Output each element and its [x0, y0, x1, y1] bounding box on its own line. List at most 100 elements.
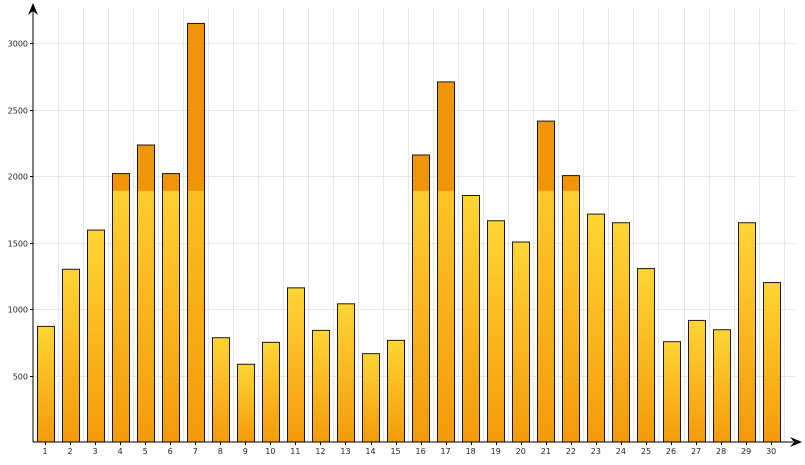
- bar-7: [187, 22, 205, 443]
- x-tick-label: 14: [365, 447, 375, 456]
- x-tick-label: 26: [666, 447, 676, 456]
- x-tick-label: 17: [441, 447, 451, 456]
- bar-3: [87, 229, 105, 443]
- bar-fill: [612, 222, 630, 442]
- x-tick-label: 19: [491, 447, 501, 456]
- bar-6: [162, 173, 180, 443]
- bar-fill: [663, 341, 681, 442]
- bar-fill: [512, 242, 530, 442]
- bar-overflow-segment: [187, 23, 205, 191]
- bar-fill: [62, 269, 80, 442]
- x-tick-label: 27: [691, 447, 701, 456]
- bar-overflow-segment: [412, 154, 430, 191]
- bar-overflow-segment: [112, 173, 130, 191]
- bar-fill: [412, 154, 430, 442]
- bar-21: [537, 120, 555, 443]
- bar-2: [62, 268, 80, 443]
- y-tick-label: 1000: [8, 306, 28, 315]
- y-tick-label: 2000: [8, 173, 28, 182]
- bar-16: [412, 154, 430, 443]
- y-tick-label: 2500: [8, 107, 28, 116]
- grid-lines: [30, 8, 795, 445]
- bar-23: [587, 213, 605, 443]
- x-tick-label: 12: [315, 447, 325, 456]
- x-tick-label: 13: [340, 447, 350, 456]
- bar-fill: [738, 222, 756, 442]
- bar-29: [738, 222, 756, 443]
- bar-fill: [262, 342, 280, 442]
- x-tick-label: 6: [168, 447, 173, 456]
- bar-24: [612, 222, 630, 443]
- bar-1: [37, 325, 55, 443]
- x-tick-label: 8: [218, 447, 223, 456]
- bar-fill: [37, 326, 55, 442]
- y-tick-label: 3000: [8, 40, 28, 49]
- bar-fill: [537, 121, 555, 443]
- bar-11: [287, 287, 305, 443]
- bar-fill: [162, 173, 180, 443]
- x-tick-label: 30: [766, 447, 776, 456]
- bar-12: [312, 329, 330, 443]
- bar-18: [462, 195, 480, 443]
- bar-fill: [87, 230, 105, 442]
- bar-fill: [713, 329, 731, 442]
- x-tick-label: 21: [541, 447, 551, 456]
- x-tick-label: 18: [466, 447, 476, 456]
- bar-overflow-segment: [537, 121, 555, 191]
- bar-14: [362, 353, 380, 443]
- axes: [28, 3, 802, 447]
- bar-19: [487, 220, 505, 443]
- y-tick-label: 500: [13, 373, 28, 382]
- x-tick-label: 11: [290, 447, 300, 456]
- x-tick-label: 24: [616, 447, 626, 456]
- bar-22: [562, 175, 580, 443]
- bar-10: [262, 341, 280, 443]
- x-tick-label: 1: [42, 447, 47, 456]
- bar-overflow-segment: [162, 173, 180, 191]
- bar-8: [212, 337, 230, 443]
- x-tick-label: 7: [193, 447, 198, 456]
- bar-4: [112, 173, 130, 443]
- x-tick-label: 3: [93, 447, 98, 456]
- y-tick-label: 1500: [8, 240, 28, 249]
- bar-30: [763, 282, 781, 443]
- bar-fill: [688, 320, 706, 442]
- bar-fill: [112, 173, 130, 443]
- bar-26: [663, 341, 681, 443]
- bar-20: [512, 241, 530, 443]
- bar-fill: [212, 337, 230, 442]
- bar-fill: [487, 220, 505, 442]
- bar-fill: [637, 268, 655, 442]
- bar-5: [137, 144, 155, 443]
- bar-overflow-segment: [562, 175, 580, 191]
- x-tick-label: 5: [143, 447, 148, 456]
- bar-25: [637, 268, 655, 443]
- bar-28: [713, 329, 731, 443]
- bar-fill: [462, 195, 480, 442]
- bar-overflow-segment: [137, 145, 155, 191]
- x-tick-label: 20: [516, 447, 526, 456]
- x-tick-label: 23: [591, 447, 601, 456]
- y-axis-arrow: [28, 3, 38, 15]
- bar-fill: [562, 175, 580, 442]
- x-tick-label: 16: [416, 447, 426, 456]
- x-tick-label: 25: [641, 447, 651, 456]
- bar-fill: [287, 287, 305, 442]
- bars: [37, 22, 781, 443]
- bar-13: [337, 303, 355, 443]
- bar-fill: [763, 282, 781, 442]
- x-tick-label: 29: [741, 447, 751, 456]
- bar-fill: [337, 303, 355, 442]
- bar-overflow-segment: [437, 81, 455, 191]
- x-tick-label: 2: [67, 447, 72, 456]
- x-axis-arrow: [790, 437, 802, 447]
- bar-fill: [237, 364, 255, 442]
- bar-9: [237, 363, 255, 443]
- bar-fill: [387, 340, 405, 442]
- x-tick-label: 15: [390, 447, 400, 456]
- bar-15: [387, 339, 405, 443]
- x-tick-label: 4: [118, 447, 123, 456]
- x-tick-label: 10: [265, 447, 275, 456]
